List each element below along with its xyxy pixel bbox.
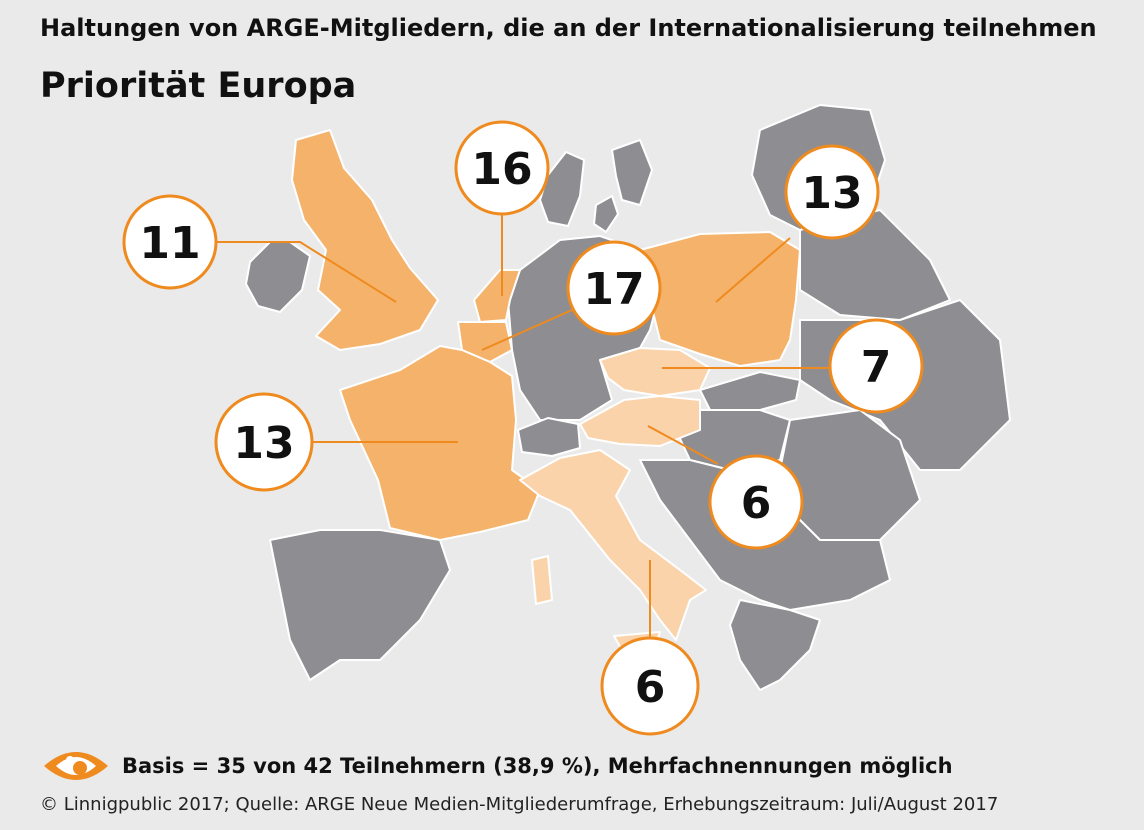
region-czechia: [599, 347, 711, 397]
value-france: 13: [233, 418, 294, 469]
connector-austria: [647, 425, 719, 465]
bubble-austria: 6: [708, 454, 804, 550]
value-ireland: 11: [139, 218, 200, 269]
connector-poland: [715, 237, 791, 303]
region-iberia: [269, 529, 451, 681]
value-czechia: 7: [861, 342, 892, 393]
region-ireland: [245, 241, 311, 313]
region-italy: [519, 449, 707, 641]
region-belgium: [457, 321, 513, 363]
value-belgium: 17: [583, 264, 644, 315]
source-credit: © Linnigpublic 2017; Quelle: ARGE Neue M…: [40, 794, 999, 815]
basis-row: Basis = 35 von 42 Teilnehmern (38,9 %), …: [40, 744, 953, 788]
bubble-france: 13: [214, 392, 314, 492]
region-switzerland: [517, 417, 581, 457]
region-sweden-south: [611, 139, 653, 206]
region-austria: [579, 395, 701, 447]
region-greece: [729, 599, 821, 691]
connector-belgium: [481, 309, 573, 351]
basis-note: Basis = 35 von 42 Teilnehmern (38,9 %), …: [122, 754, 953, 778]
bubble-italy: 6: [600, 636, 700, 736]
eye-logo-icon: [44, 752, 108, 780]
bubble-netherlands: 16: [454, 120, 550, 216]
bubble-ireland: 11: [122, 194, 218, 290]
chart-subtitle: Priorität Europa: [40, 66, 357, 106]
bubble-belgium: 17: [566, 240, 662, 336]
region-sardinia: [531, 555, 553, 605]
region-slovakia: [699, 371, 801, 411]
value-poland: 13: [801, 168, 862, 219]
chart-title: Haltungen von ARGE-Mitgliedern, die an d…: [40, 14, 1097, 42]
bubble-czechia: 7: [828, 318, 924, 414]
bubble-poland: 13: [784, 144, 880, 240]
connector-ireland: [216, 241, 397, 303]
region-great-britain: [291, 129, 439, 351]
value-italy: 6: [635, 662, 666, 713]
region-scandinavia: [539, 151, 585, 227]
region-denmark: [593, 195, 619, 233]
value-austria: 6: [741, 478, 772, 529]
value-netherlands: 16: [471, 144, 532, 195]
